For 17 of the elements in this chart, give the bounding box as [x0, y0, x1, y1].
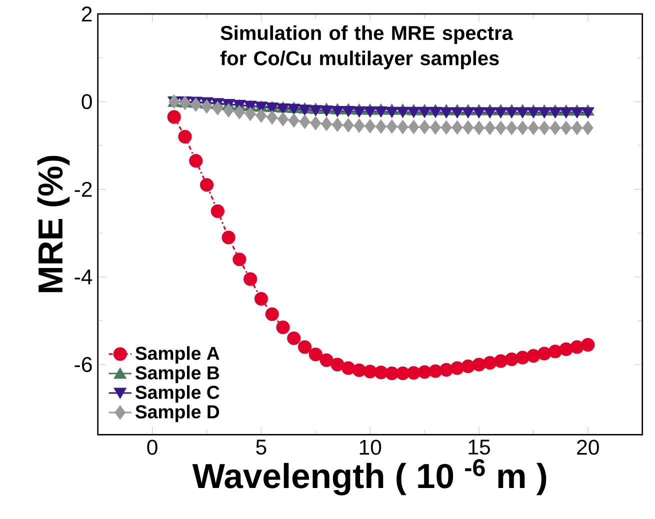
y-tick-label: -6 — [74, 357, 92, 372]
x-tick-label: 5 — [256, 440, 266, 455]
legend-label: Sample A — [135, 346, 220, 364]
legend-label: Sample D — [135, 404, 220, 422]
x-tick-label: 0 — [147, 440, 158, 456]
legend-label: Sample B — [135, 366, 220, 384]
x-tick-label: 20 — [577, 440, 599, 456]
x-tick-label: 10 — [360, 440, 382, 456]
text: Simulation of the MRE spectra for Co/Cu multilayer samples — [220, 26, 514, 70]
y-tick-label: 0 — [82, 94, 92, 110]
x-axis-title: Wavelength ( 10 $^{-6}$ m ) — [192, 459, 546, 496]
y-tick-label: -4 — [74, 270, 92, 284]
y-tick-label: -2 — [74, 182, 92, 197]
legend-label: Sample C — [135, 385, 220, 403]
x-tick-label: 15 — [468, 440, 490, 455]
y-tick-label: 2 — [82, 6, 92, 22]
y-axis-title: MRE (%) — [37, 156, 70, 292]
